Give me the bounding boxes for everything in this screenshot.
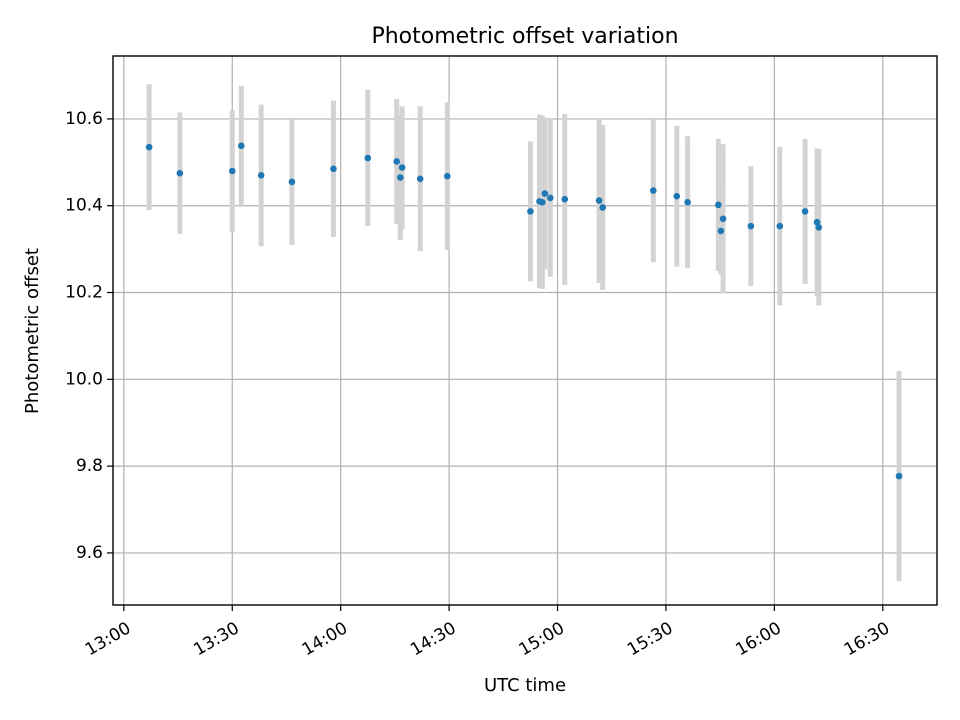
- data-point: [715, 201, 722, 209]
- data-point: [813, 218, 821, 226]
- data-point: [416, 175, 424, 183]
- data-point: [393, 158, 401, 165]
- data-point: [443, 172, 451, 180]
- y-tick-label: 10.4: [65, 196, 103, 216]
- plot-frame: [112, 55, 938, 606]
- data-point: [145, 143, 153, 151]
- data-point: [228, 167, 236, 175]
- data-point: [895, 472, 903, 480]
- data-point: [747, 222, 755, 230]
- data-point: [649, 187, 657, 194]
- data-point: [257, 172, 265, 179]
- data-point: [237, 142, 245, 150]
- grid-lines: [113, 56, 937, 605]
- data-point: [330, 165, 337, 173]
- data-point: [561, 195, 569, 203]
- data-point: [527, 208, 534, 215]
- data-point: [595, 197, 603, 204]
- data-point: [541, 190, 549, 197]
- data-point: [546, 194, 554, 202]
- y-tick-label: 9.8: [76, 456, 103, 476]
- data-point: [776, 222, 784, 230]
- data-point: [673, 192, 681, 200]
- y-tick-label: 10.0: [65, 369, 103, 389]
- data-point: [599, 204, 607, 211]
- data-point: [398, 164, 406, 171]
- data-point: [288, 178, 296, 186]
- data-point: [684, 198, 691, 206]
- chart-title: Photometric offset variation: [371, 24, 678, 49]
- data-point: [801, 208, 809, 215]
- data-point: [719, 215, 727, 223]
- data-point: [539, 198, 546, 206]
- data-points: [145, 142, 903, 480]
- data-point: [176, 169, 184, 177]
- y-tick-label: 10.2: [65, 283, 103, 303]
- y-axis-title: Photometric offset: [22, 248, 43, 414]
- y-axis-ticks: 9.6 9.8 10.0 10.2 10.4 10.6: [65, 109, 113, 563]
- y-tick-label: 9.6: [76, 543, 103, 563]
- y-tick-label: 10.6: [65, 109, 103, 129]
- x-axis-title: UTC time: [484, 675, 566, 696]
- data-point: [364, 154, 372, 162]
- data-point: [717, 227, 725, 235]
- data-point: [815, 224, 823, 231]
- data-point: [397, 174, 404, 181]
